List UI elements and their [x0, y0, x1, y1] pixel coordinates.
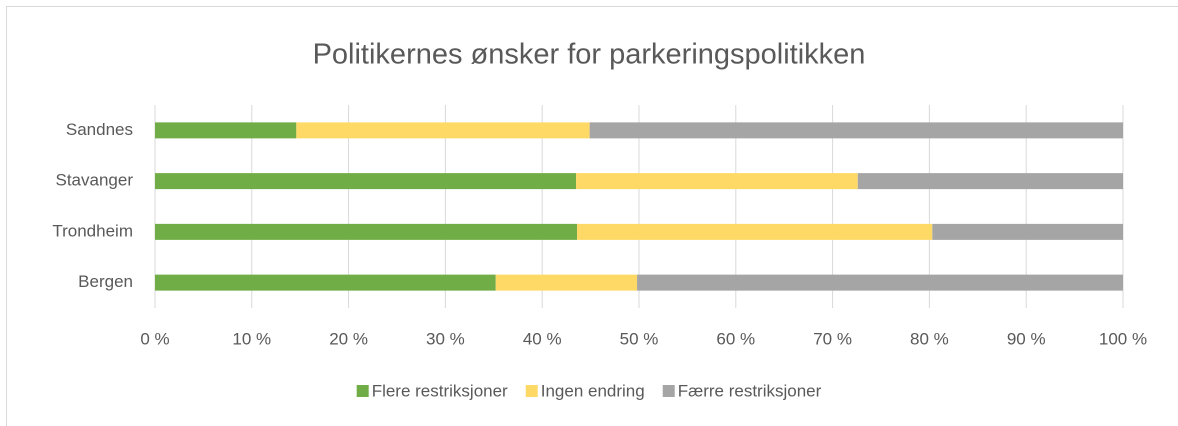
bar-segment	[932, 223, 1123, 240]
legend-label: Færre restriksjoner	[678, 381, 822, 400]
y-tick-label: Bergen	[78, 272, 133, 291]
bar-segment	[577, 223, 933, 240]
bar-segment	[296, 122, 590, 139]
bar-segment	[857, 173, 1123, 190]
x-tick-label: 90 %	[1007, 329, 1046, 348]
legend-swatch	[662, 385, 675, 397]
y-tick-label: Stavanger	[56, 171, 134, 190]
bar-segment	[155, 122, 297, 139]
bar-segment	[495, 274, 638, 291]
bar-segment	[155, 223, 578, 240]
y-tick-label: Sandnes	[66, 120, 133, 139]
x-tick-label: 30 %	[426, 329, 465, 348]
chart-border	[6, 6, 1178, 426]
chart-title: Politikernes ønsker for parkeringspoliti…	[313, 39, 866, 71]
legend-label: Ingen endring	[541, 381, 645, 400]
legend-label: Flere restriksjoner	[372, 381, 508, 400]
x-tick-label: 50 %	[620, 329, 659, 348]
bar-segment	[637, 274, 1123, 291]
y-tick-label: Trondheim	[52, 221, 133, 240]
bar-segment	[155, 173, 577, 190]
x-tick-label: 70 %	[813, 329, 852, 348]
bar-segment	[589, 122, 1123, 139]
legend-swatch	[356, 385, 369, 397]
bar-segment	[155, 274, 496, 291]
x-tick-label: 40 %	[523, 329, 562, 348]
x-tick-label: 0 %	[140, 329, 169, 348]
x-tick-label: 80 %	[910, 329, 949, 348]
legend-swatch	[525, 385, 538, 397]
x-tick-label: 100 %	[1099, 329, 1147, 348]
x-tick-label: 20 %	[329, 329, 368, 348]
bar-segment	[576, 173, 858, 190]
x-tick-label: 60 %	[716, 329, 755, 348]
x-tick-label: 10 %	[232, 329, 271, 348]
